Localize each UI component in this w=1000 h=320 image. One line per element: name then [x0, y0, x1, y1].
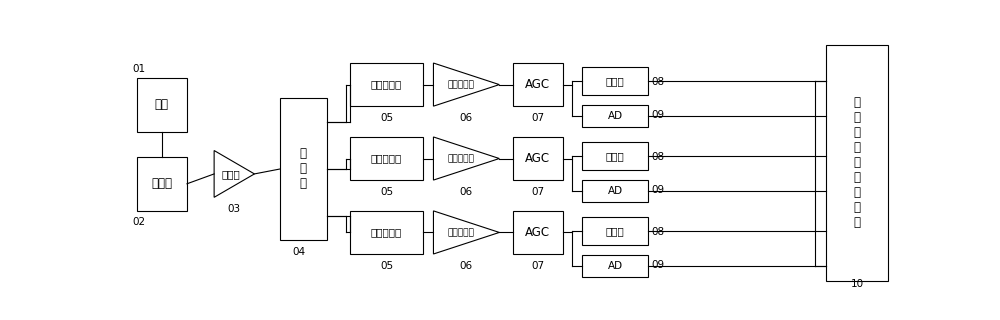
Text: 05: 05 — [380, 260, 393, 271]
Text: 08: 08 — [652, 76, 665, 86]
Text: 07: 07 — [531, 113, 544, 123]
Bar — [826, 44, 888, 281]
Polygon shape — [433, 211, 499, 254]
Text: 带通滤波器: 带通滤波器 — [371, 228, 402, 237]
Bar — [582, 67, 648, 95]
Text: AD: AD — [608, 186, 623, 196]
Text: 陷波器: 陷波器 — [151, 177, 172, 190]
Text: 08: 08 — [652, 227, 665, 237]
Text: 08: 08 — [652, 152, 665, 162]
Text: AGC: AGC — [525, 152, 550, 165]
Text: 03: 03 — [228, 204, 241, 214]
Bar — [350, 137, 423, 180]
Text: 对数检波器: 对数检波器 — [448, 228, 475, 237]
Text: 对数检波器: 对数检波器 — [448, 154, 475, 163]
Text: 02: 02 — [132, 217, 146, 227]
Text: 比较器: 比较器 — [606, 226, 625, 236]
Text: AGC: AGC — [525, 78, 550, 91]
Bar — [350, 63, 423, 106]
Bar — [280, 98, 326, 240]
Bar — [582, 255, 648, 277]
Polygon shape — [433, 63, 499, 106]
Text: 06: 06 — [460, 260, 473, 271]
Text: 带通滤波器: 带通滤波器 — [371, 80, 402, 90]
Bar — [512, 137, 563, 180]
Text: 09: 09 — [652, 185, 665, 195]
Text: 功
分
器: 功 分 器 — [300, 148, 307, 190]
Polygon shape — [214, 150, 254, 197]
Bar — [582, 105, 648, 127]
Text: 09: 09 — [652, 260, 665, 269]
Text: 05: 05 — [380, 113, 393, 123]
Text: 05: 05 — [380, 187, 393, 197]
Text: 07: 07 — [531, 187, 544, 197]
Bar — [512, 211, 563, 254]
Text: 低噪放: 低噪放 — [222, 169, 240, 179]
Text: 天线: 天线 — [155, 99, 169, 111]
Text: AD: AD — [608, 111, 623, 121]
Text: 06: 06 — [460, 113, 473, 123]
Text: 比较器: 比较器 — [606, 76, 625, 86]
Text: 01: 01 — [132, 64, 146, 74]
Bar — [582, 180, 648, 202]
Text: 对数检波器: 对数检波器 — [448, 80, 475, 89]
Text: AGC: AGC — [525, 226, 550, 239]
Text: 信
号
采
集
与
处
理
单
元: 信 号 采 集 与 处 理 单 元 — [854, 96, 861, 229]
Text: 06: 06 — [460, 187, 473, 197]
Text: 07: 07 — [531, 260, 544, 271]
Bar — [582, 142, 648, 170]
Bar — [137, 78, 187, 132]
Bar — [350, 211, 423, 254]
Text: 10: 10 — [851, 279, 864, 289]
Text: 带通滤波器: 带通滤波器 — [371, 154, 402, 164]
Text: AD: AD — [608, 261, 623, 271]
Bar — [137, 157, 187, 211]
Bar — [582, 217, 648, 245]
Text: 04: 04 — [292, 246, 305, 257]
Polygon shape — [433, 137, 499, 180]
Bar — [512, 63, 563, 106]
Text: 比较器: 比较器 — [606, 151, 625, 161]
Text: 09: 09 — [652, 110, 665, 120]
